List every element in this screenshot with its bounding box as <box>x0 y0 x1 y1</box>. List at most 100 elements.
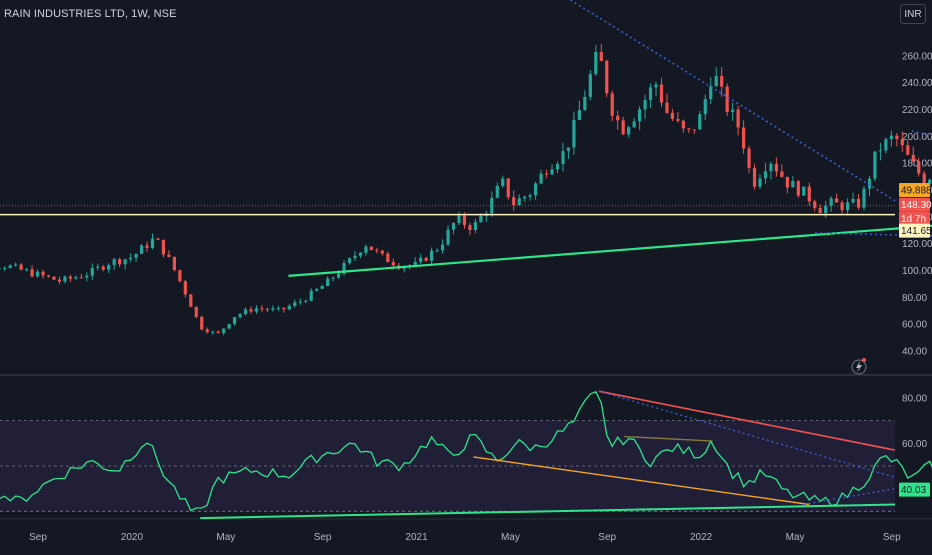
candle-body <box>265 309 270 311</box>
price-tick-label: 120.00 <box>902 239 932 250</box>
candle-body <box>342 262 346 274</box>
candle-body <box>293 302 297 306</box>
candle-body <box>665 102 669 113</box>
candle-body <box>747 148 751 168</box>
candle-body <box>867 178 872 189</box>
candle-body <box>824 205 828 214</box>
candle-body <box>68 276 73 279</box>
candle-body <box>260 308 264 310</box>
candle-body <box>490 197 494 214</box>
price-tick-label: 40.00 <box>902 347 927 358</box>
lightning-bolt-icon <box>856 361 862 373</box>
currency-button[interactable]: INR <box>900 4 926 24</box>
candle-body <box>594 51 598 75</box>
candle-body <box>380 250 384 254</box>
candle-body <box>780 171 784 177</box>
candle-body <box>424 257 428 261</box>
candle-body <box>512 197 516 206</box>
candle-body <box>583 96 587 111</box>
rsi-value-tag-bg <box>899 482 930 497</box>
candle-body <box>856 198 861 208</box>
candle-body <box>309 290 313 301</box>
candle-body <box>906 145 910 155</box>
candle-body <box>430 250 434 261</box>
candle-body <box>922 173 926 184</box>
candle-body <box>457 215 461 224</box>
candle-body <box>539 173 543 184</box>
candle-body <box>271 308 275 310</box>
price-tick-label: 80.00 <box>902 293 927 304</box>
candle-body <box>30 269 34 277</box>
channel-lower-line <box>814 232 932 237</box>
candle-body <box>720 75 724 87</box>
candle-body <box>676 118 680 121</box>
candle-body <box>63 276 67 282</box>
candle-body <box>35 271 40 277</box>
price-tick-label: 100.00 <box>902 266 932 277</box>
candle-body <box>254 308 259 312</box>
candle-body <box>364 246 368 253</box>
candle-body <box>692 129 696 131</box>
countdown-tag-bg <box>899 211 930 226</box>
candle-body <box>654 84 658 88</box>
rsi-tick-label: 80.00 <box>902 394 927 405</box>
upper-price-tag-bg <box>899 183 930 197</box>
candle-body <box>96 266 100 268</box>
candle-body <box>544 173 549 175</box>
candle-body <box>298 301 302 303</box>
candle-body <box>741 127 746 149</box>
candle-body <box>605 60 609 94</box>
candle-body <box>19 264 23 270</box>
candle-body <box>698 114 702 130</box>
candle-body <box>736 109 740 128</box>
candle-body <box>320 286 324 289</box>
candle-body <box>211 331 215 333</box>
candle-body <box>714 75 718 87</box>
candle-body <box>763 171 768 179</box>
candle-body <box>769 163 773 172</box>
candle-body <box>243 309 248 315</box>
candle-body <box>14 264 18 266</box>
candle-body <box>845 202 850 211</box>
candle-body <box>566 147 571 152</box>
upper-price-tag: 49.888 <box>901 186 932 197</box>
candle-body <box>802 186 806 196</box>
candle-body <box>528 195 532 197</box>
candle-body <box>495 185 499 198</box>
candle-body <box>451 223 456 230</box>
candle-body <box>731 109 735 112</box>
candle-body <box>189 294 193 307</box>
candle-body <box>183 281 187 295</box>
candle-body <box>829 198 833 206</box>
candle-body <box>194 306 198 317</box>
candle-body <box>807 186 811 202</box>
candle-body <box>758 178 762 187</box>
candle-body <box>473 222 478 230</box>
candle-body <box>506 178 510 198</box>
candle-body <box>167 254 171 257</box>
candle-body <box>101 266 105 270</box>
candle-body <box>150 238 155 248</box>
candle-body <box>391 262 395 266</box>
candle-body <box>534 183 538 196</box>
rsi-tick-label: 60.00 <box>902 439 927 450</box>
candle-body <box>57 279 62 282</box>
time-tick-label: May <box>501 532 520 543</box>
candle-body <box>353 255 357 259</box>
candle-body <box>205 329 209 333</box>
candle-body <box>785 176 789 188</box>
candle-body <box>911 154 915 162</box>
candle-body <box>681 120 685 129</box>
candle-body <box>336 273 341 278</box>
candle-body <box>643 99 647 110</box>
candle-body <box>709 86 713 100</box>
candle-body <box>884 139 888 151</box>
time-tick-label: 2021 <box>405 532 428 543</box>
candle-body <box>917 161 921 174</box>
candle-body <box>555 164 560 170</box>
candle-body <box>588 74 592 97</box>
alert-dot-icon <box>862 358 866 362</box>
candle-body <box>501 178 505 186</box>
candle-body <box>282 307 286 310</box>
